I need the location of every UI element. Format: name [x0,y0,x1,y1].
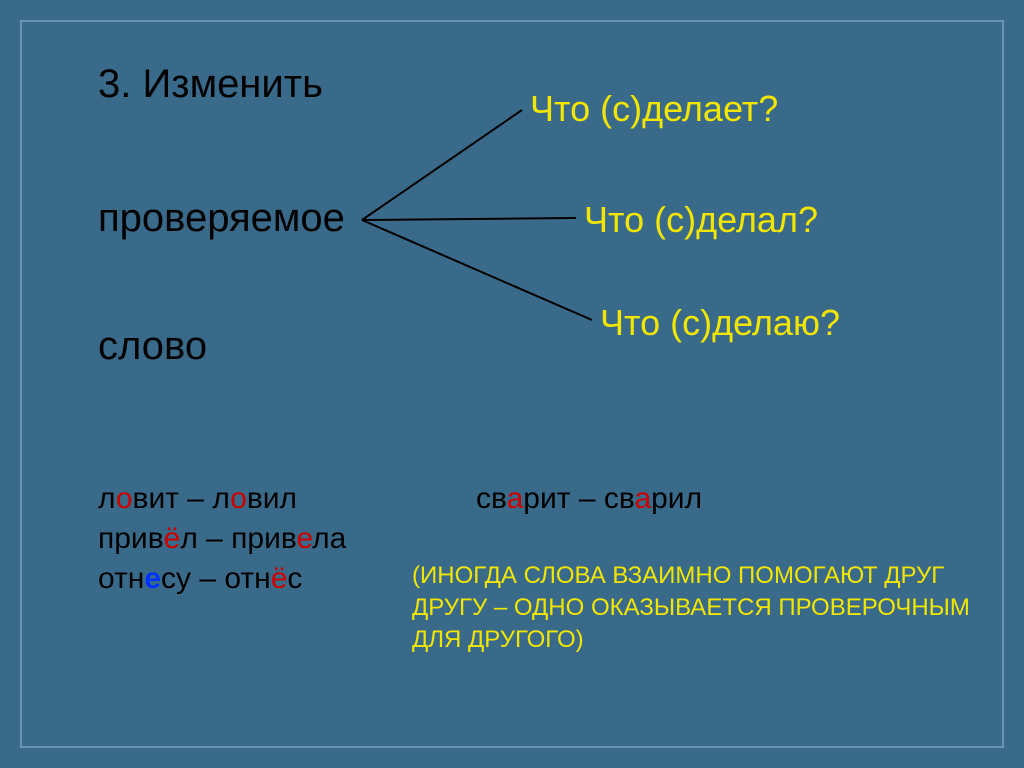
connector-line-0 [362,110,522,220]
note-line-1: другу – одно оказывается проверочным [412,594,970,622]
example-row-2: привёл – привела [98,522,346,556]
stressed-letter: а [634,482,651,515]
stressed-letter: е [296,522,312,555]
left-column-line-2: слово [98,324,207,369]
example-text: вил [247,482,297,515]
example-text: вит – л [133,482,231,515]
example-text: ла [312,522,346,555]
example-text: л – прив [180,522,296,555]
connector-line-2 [362,220,592,320]
stressed-letter: а [507,482,524,515]
example-text: прив [98,522,164,555]
example-row-3: отнесу – отнёс [98,562,302,596]
check-letter: е [144,562,161,595]
example-text: рит – св [523,482,634,515]
question-2: Что (с)делаю? [600,302,840,344]
example-row-0: ловит – ловил [98,482,297,516]
note-line-2: для другого) [412,626,584,654]
example-text: рил [651,482,702,515]
question-1: Что (с)делал? [584,199,818,241]
example-row-1: сварит – сварил [476,482,702,516]
stressed-letter: ё [164,522,181,555]
example-text: отн [98,562,144,595]
left-column-line-0: 3. Изменить [98,62,323,107]
question-0: Что (с)делает? [530,88,778,130]
example-text: л [98,482,116,515]
stressed-letter: о [230,482,247,515]
example-text: су – отн [161,562,271,595]
example-text: с [287,562,302,595]
stressed-letter: о [116,482,133,515]
note-line-0: (иногда слова взаимно помогают друг [412,562,944,590]
left-column-line-1: проверяемое [98,196,345,241]
example-text: св [476,482,507,515]
connector-line-1 [362,218,576,220]
stressed-letter: ё [271,562,288,595]
